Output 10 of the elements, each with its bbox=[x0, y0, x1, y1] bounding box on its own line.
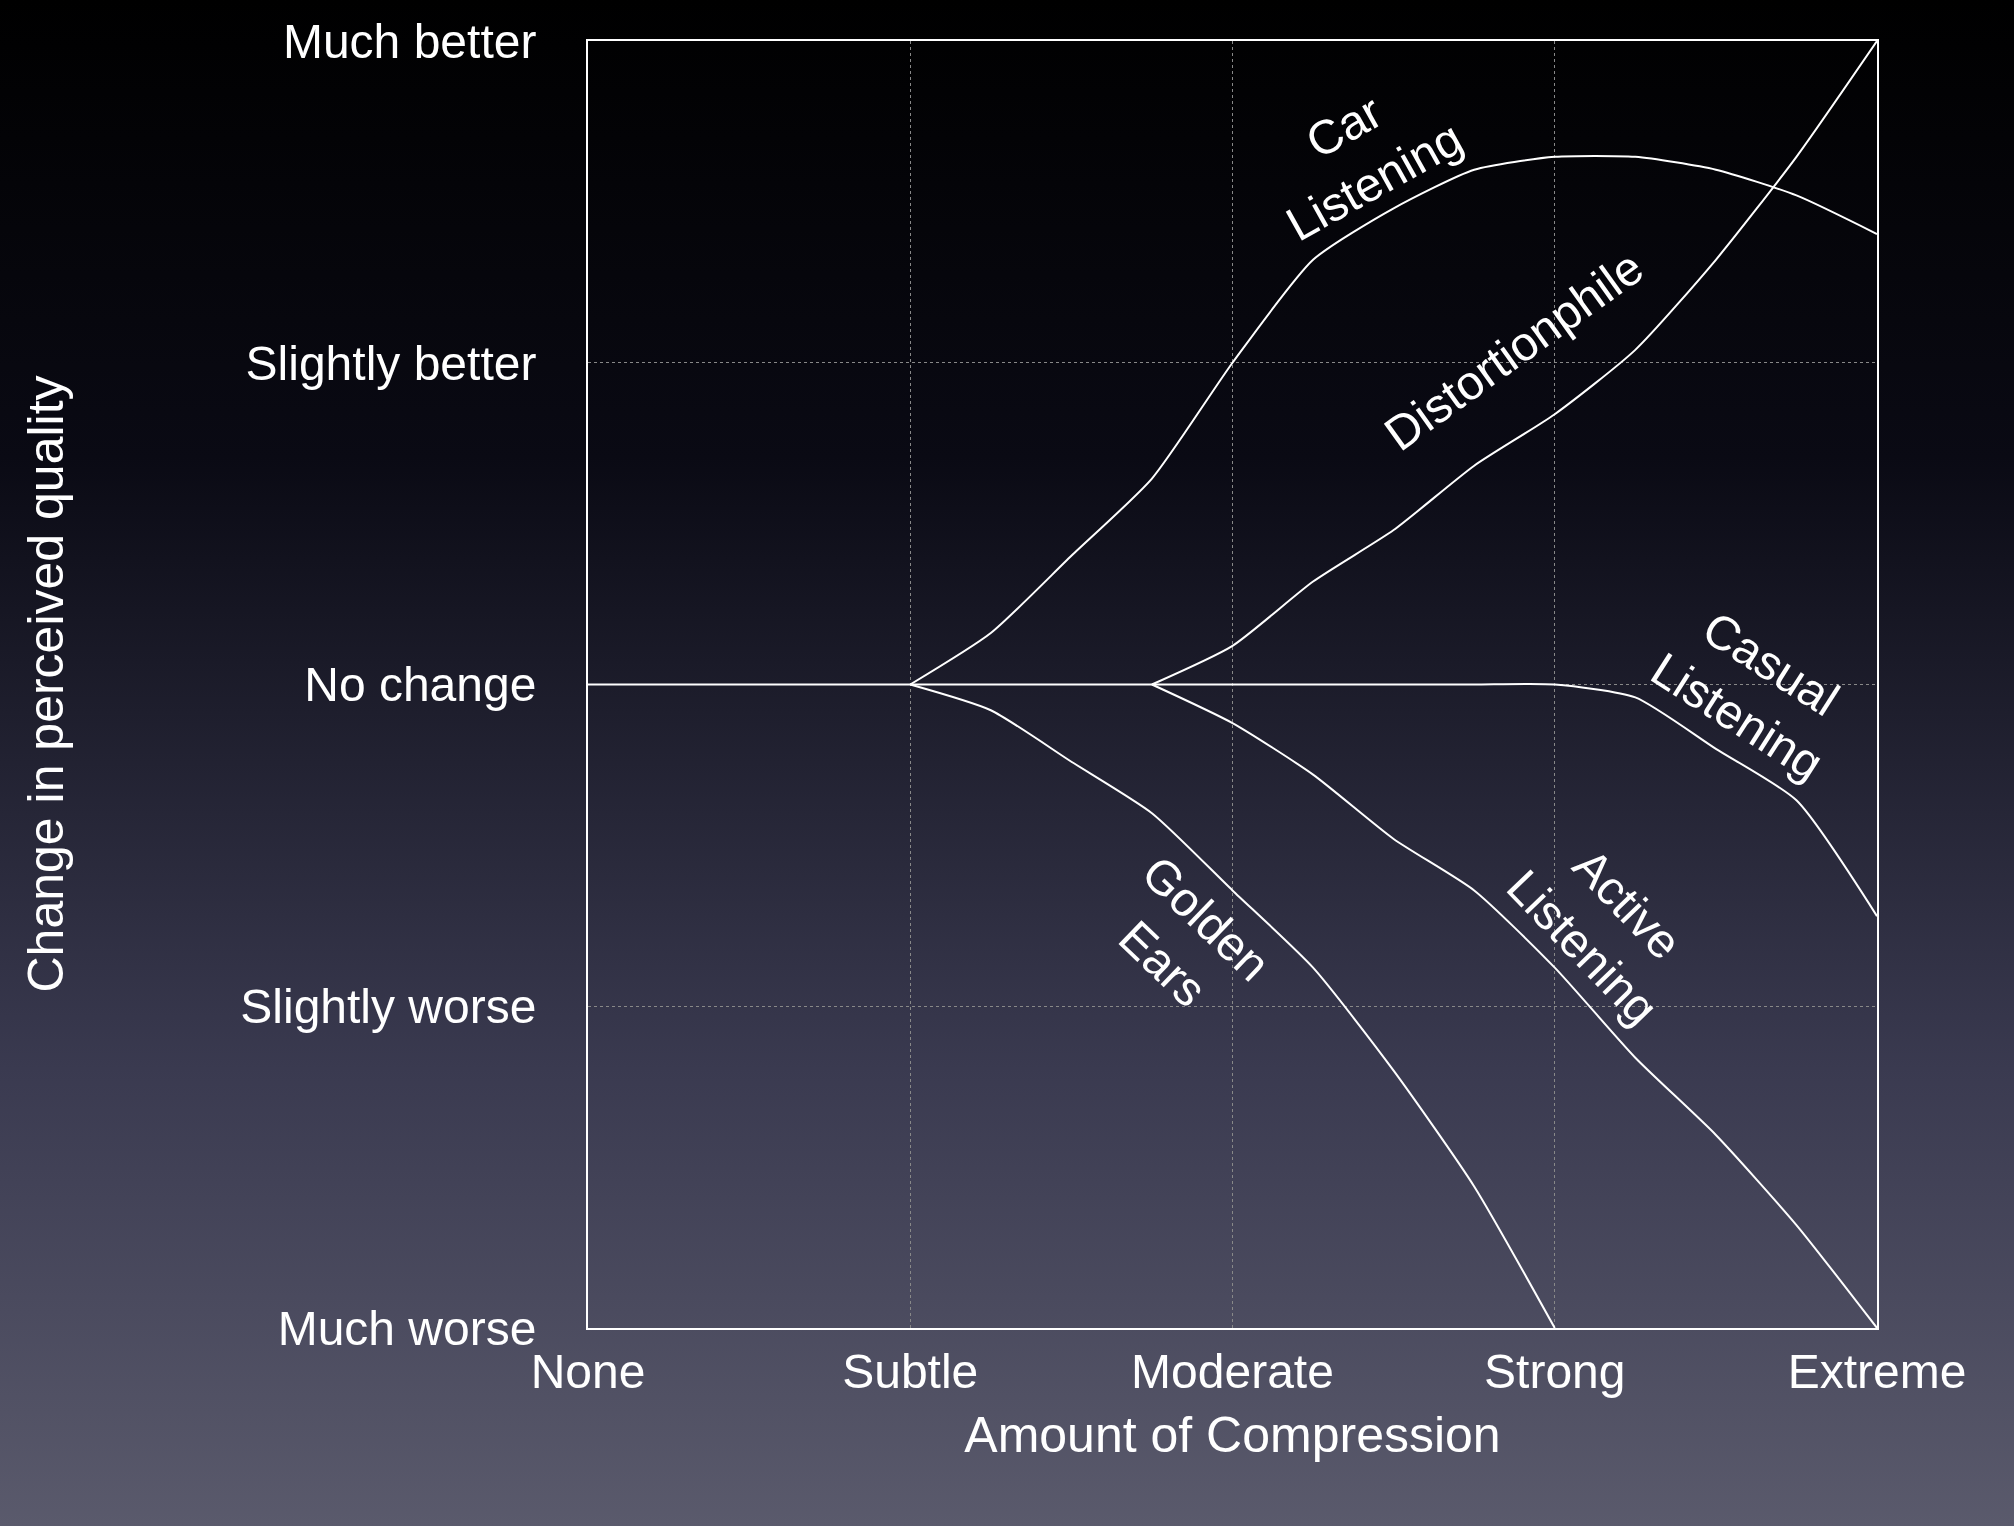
text: Slightly better bbox=[245, 336, 537, 390]
x-axis-title: Amount of Compression bbox=[964, 1406, 1501, 1463]
text: Slightly worse bbox=[240, 980, 537, 1034]
text: No change bbox=[304, 658, 537, 712]
text: Much better bbox=[282, 14, 537, 68]
x-tick-label: Subtle bbox=[842, 1344, 979, 1398]
x-tick-label: Extreme bbox=[1787, 1344, 1967, 1398]
x-tick-label: Strong bbox=[1484, 1344, 1626, 1398]
x-tick-label: Moderate bbox=[1131, 1344, 1334, 1398]
text: Change in perceived quality bbox=[17, 375, 74, 993]
